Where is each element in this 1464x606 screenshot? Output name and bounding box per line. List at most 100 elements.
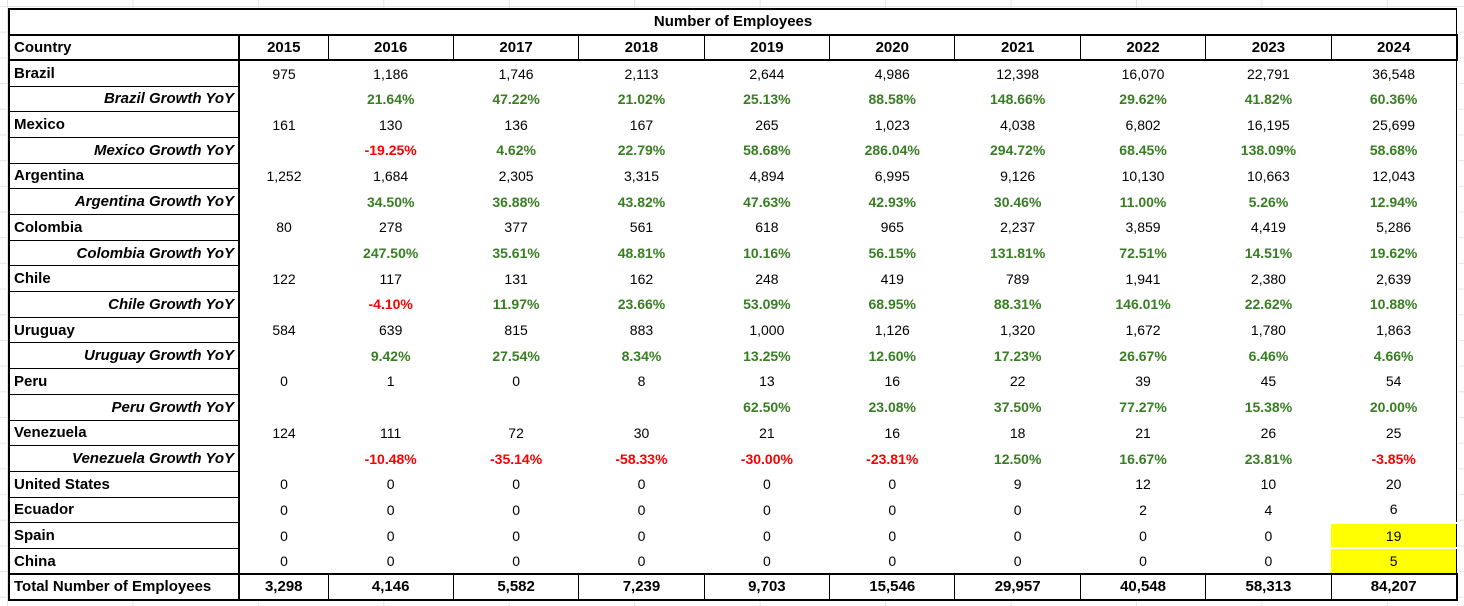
cell-argentina-growth-yoy-2018[interactable]: 43.82% — [617, 193, 666, 210]
column-header-2017[interactable]: 2017 — [452, 33, 580, 62]
row-label-peru[interactable]: Peru — [8, 368, 240, 395]
row-label-colombia-growth-yoy[interactable]: Colombia Growth YoY — [8, 239, 240, 267]
cell-venezuela-2016[interactable]: 111 — [380, 424, 402, 441]
cell-china-2019[interactable]: 0 — [762, 552, 771, 569]
cell-uruguay-2021[interactable]: 1,320 — [1000, 322, 1036, 339]
cell-china-2018[interactable]: 0 — [637, 552, 646, 569]
cell-colombia-growth-yoy-2024[interactable]: 19.62% — [1331, 240, 1458, 266]
cell-ecuador-2017[interactable]: 0 — [512, 501, 520, 518]
row-label-peru-growth-yoy[interactable]: Peru Growth YoY — [8, 393, 240, 421]
cell-venezuela-growth-yoy-2022[interactable]: 16.67% — [1119, 450, 1167, 467]
cell-argentina-growth-yoy-2021[interactable]: 30.46% — [993, 193, 1042, 210]
cell-colombia-2017[interactable]: 377 — [504, 219, 528, 236]
cell-peru-2015[interactable]: 0 — [280, 373, 288, 390]
cell-argentina-growth-yoy-2022[interactable]: 11.00% — [1119, 193, 1167, 210]
cell-chile-growth-yoy-2023[interactable]: 22.62% — [1244, 296, 1293, 313]
cell-uruguay-growth-yoy-2022[interactable]: 26.67% — [1119, 347, 1167, 364]
row-label-chile-growth-yoy[interactable]: Chile Growth YoY — [8, 291, 240, 318]
row-label-venezuela[interactable]: Venezuela — [8, 419, 240, 447]
cell-mexico-growth-yoy-2020[interactable]: 286.04% — [864, 142, 920, 159]
cell-mexico-growth-yoy-2017[interactable]: 4.62% — [496, 142, 536, 159]
row-label-ecuador[interactable]: Ecuador — [8, 496, 240, 524]
cell-peru-growth-yoy-2019[interactable]: 62.50% — [743, 399, 791, 416]
cell-ecuador-2020[interactable]: 0 — [888, 501, 897, 518]
cell-peru-2024[interactable]: 54 — [1331, 368, 1458, 395]
cell-colombia-2018[interactable]: 561 — [629, 219, 654, 236]
cell-ecuador-2024[interactable]: 6 — [1331, 497, 1458, 523]
cell-mexico-2017[interactable]: 136 — [504, 116, 528, 133]
cell-uruguay-growth-yoy-2017[interactable]: 27.54% — [492, 347, 540, 364]
cell-venezuela-2021[interactable]: 18 — [1009, 424, 1026, 441]
row-label-mexico-growth-yoy[interactable]: Mexico Growth YoY — [8, 136, 240, 164]
cell-uruguay-2017[interactable]: 815 — [504, 322, 528, 339]
cell-chile-growth-yoy-2017[interactable]: 11.97% — [492, 296, 540, 313]
cell-chile-2024[interactable]: 2,639 — [1331, 265, 1458, 292]
cell-ecuador-2016[interactable]: 0 — [386, 501, 395, 518]
cell-venezuela-growth-yoy-2021[interactable]: 12.50% — [993, 450, 1042, 467]
cell-venezuela-2023[interactable]: 26 — [1260, 424, 1277, 441]
cell-chile-2022[interactable]: 1,941 — [1125, 270, 1161, 287]
cell-chile-2017[interactable]: 131 — [504, 270, 528, 287]
cell-ecuador-2019[interactable]: 0 — [762, 501, 771, 518]
cell-uruguay-2019[interactable]: 1,000 — [749, 322, 785, 339]
cell-brazil-2023[interactable]: 22,791 — [1247, 65, 1290, 82]
cell-mexico-2019[interactable]: 265 — [755, 116, 779, 133]
column-header-2015[interactable]: 2015 — [238, 33, 329, 62]
cell-peru-2017[interactable]: 0 — [512, 373, 520, 390]
cell-uruguay-2023[interactable]: 1,780 — [1250, 322, 1286, 339]
cell-peru-growth-yoy-2020[interactable]: 23.08% — [868, 399, 916, 416]
cell-colombia-2019[interactable]: 618 — [755, 219, 779, 236]
column-header-country[interactable]: Country — [8, 33, 240, 62]
cell-venezuela-growth-yoy-2018[interactable]: -58.33% — [615, 450, 668, 467]
cell-argentina-2022[interactable]: 10,130 — [1121, 167, 1165, 184]
row-label-brazil[interactable]: Brazil — [8, 59, 240, 87]
cell-venezuela-2015[interactable]: 124 — [272, 424, 296, 441]
table-title[interactable]: Number of Employees — [8, 8, 1458, 36]
cell-venezuela-2017[interactable]: 72 — [508, 424, 524, 441]
cell-brazil-2024[interactable]: 36,548 — [1331, 60, 1458, 87]
cell-mexico-2022[interactable]: 6,802 — [1125, 116, 1161, 133]
cell-brazil-2017[interactable]: 1,746 — [498, 65, 534, 82]
cell-chile-growth-yoy-2022[interactable]: 146.01% — [1115, 296, 1171, 313]
cell-chile-2023[interactable]: 2,380 — [1250, 270, 1286, 287]
cell-peru-2020[interactable]: 16 — [884, 373, 901, 390]
cell-united-states-2020[interactable]: 0 — [888, 476, 897, 493]
row-label-uruguay-growth-yoy[interactable]: Uruguay Growth YoY — [8, 342, 240, 370]
cell-united-states-2023[interactable]: 10 — [1260, 476, 1277, 493]
cell-uruguay-growth-yoy-2021[interactable]: 17.23% — [993, 347, 1042, 364]
cell-chile-growth-yoy-2015[interactable] — [239, 292, 328, 318]
cell-argentina-2023[interactable]: 10,663 — [1247, 167, 1290, 184]
cell-united-states-2024[interactable]: 20 — [1331, 471, 1458, 498]
cell-chile-2016[interactable]: 117 — [379, 270, 402, 287]
cell-brazil-growth-yoy-2020[interactable]: 88.58% — [868, 90, 916, 107]
cell-peru-growth-yoy-2018[interactable] — [579, 394, 704, 420]
row-label-venezuela-growth-yoy[interactable]: Venezuela Growth YoY — [8, 445, 240, 472]
cell-colombia-growth-yoy-2015[interactable] — [239, 240, 328, 266]
cell-brazil-2021[interactable]: 12,398 — [996, 65, 1040, 82]
cell-mexico-2021[interactable]: 4,038 — [1000, 116, 1036, 133]
cell-uruguay-2016[interactable]: 639 — [379, 322, 403, 339]
cell-brazil-2015[interactable]: 975 — [272, 65, 296, 82]
cell-argentina-growth-yoy-2019[interactable]: 47.63% — [743, 193, 791, 210]
cell-venezuela-2022[interactable]: 21 — [1135, 424, 1151, 441]
cell-mexico-growth-yoy-2023[interactable]: 138.09% — [1240, 142, 1297, 159]
cell-colombia-growth-yoy-2023[interactable]: 14.51% — [1244, 245, 1293, 262]
cell-chile-growth-yoy-2024[interactable]: 10.88% — [1331, 291, 1458, 318]
column-header-2019[interactable]: 2019 — [703, 33, 831, 62]
cell-uruguay-growth-yoy-2019[interactable]: 13.25% — [743, 347, 791, 364]
column-header-2022[interactable]: 2022 — [1079, 33, 1207, 62]
cell-ecuador-2021[interactable]: 0 — [1013, 501, 1022, 518]
cell-mexico-2020[interactable]: 1,023 — [874, 116, 910, 133]
cell-chile-2020[interactable]: 419 — [880, 270, 904, 287]
cell-spain-2023[interactable]: 0 — [1264, 527, 1273, 544]
row-label-china[interactable]: China — [8, 547, 240, 575]
cell-mexico-2024[interactable]: 25,699 — [1331, 111, 1458, 138]
cell-chile-growth-yoy-2019[interactable]: 53.09% — [743, 296, 791, 313]
column-header-2020[interactable]: 2020 — [829, 33, 956, 62]
cell-brazil-growth-yoy-2018[interactable]: 21.02% — [617, 90, 666, 107]
cell-spain-2017[interactable]: 0 — [512, 527, 520, 544]
cell-china-2023[interactable]: 0 — [1264, 552, 1273, 569]
cell-brazil-2022[interactable]: 16,070 — [1121, 65, 1165, 82]
cell-venezuela-growth-yoy-2020[interactable]: -23.81% — [866, 450, 919, 467]
cell-colombia-2024[interactable]: 5,286 — [1331, 214, 1458, 241]
